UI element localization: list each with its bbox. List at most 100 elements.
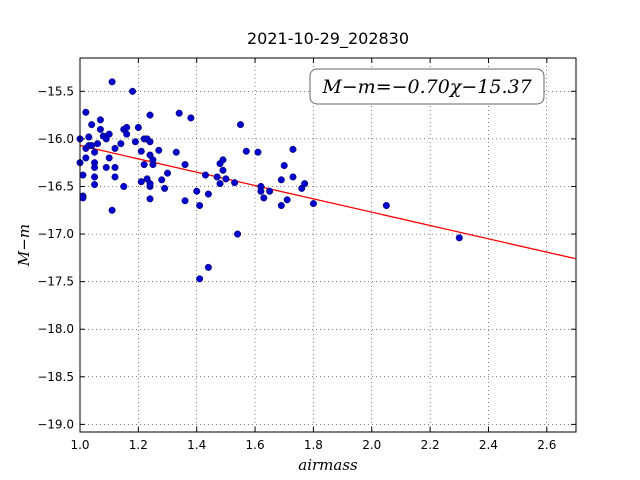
plot-frame [79, 57, 577, 433]
data-point [187, 114, 195, 122]
data-point [85, 133, 93, 141]
data-point [216, 180, 224, 188]
data-point [123, 130, 131, 138]
x-tick-label: 1.8 [304, 438, 323, 452]
data-point [234, 230, 242, 238]
data-point [196, 275, 204, 283]
data-point [82, 108, 90, 116]
data-point [455, 234, 463, 242]
y-tick-label: −19.0 [37, 417, 74, 431]
data-point [219, 156, 227, 164]
y-tick-label: −17.5 [37, 275, 74, 289]
data-point [164, 169, 172, 177]
x-tick-label: 2.4 [479, 438, 498, 452]
data-point [140, 161, 148, 169]
data-point [301, 180, 309, 188]
data-point [260, 194, 268, 202]
data-point [172, 148, 180, 156]
data-point [108, 206, 116, 214]
data-point [117, 140, 125, 148]
data-point [129, 87, 137, 95]
x-axis-label: airmass [298, 456, 358, 474]
data-point [146, 111, 154, 119]
data-point [146, 138, 154, 146]
data-point [181, 197, 189, 205]
data-point [137, 178, 145, 186]
data-point [146, 195, 154, 203]
x-tick-label: 1.6 [246, 438, 265, 452]
data-point [131, 138, 139, 146]
data-point [102, 163, 110, 171]
data-point [96, 116, 104, 124]
data-point [196, 202, 204, 210]
x-tick-label: 1.4 [187, 438, 206, 452]
data-point [82, 154, 90, 162]
data-points [76, 78, 463, 283]
data-point [88, 142, 96, 150]
data-point [289, 173, 297, 181]
data-point [382, 202, 390, 210]
data-point [105, 130, 113, 138]
data-point [108, 78, 116, 86]
data-point [155, 146, 163, 154]
data-point [111, 173, 119, 181]
y-tick-label: −16.0 [37, 132, 74, 146]
x-tick-label: 1.0 [70, 438, 89, 452]
data-point [146, 180, 154, 188]
data-point [79, 194, 87, 202]
data-point [94, 140, 102, 148]
data-point [204, 263, 212, 271]
data-point [201, 171, 209, 179]
data-point [120, 182, 128, 190]
data-point [91, 173, 99, 181]
data-point [204, 190, 212, 198]
y-tick-label: −17.0 [37, 227, 74, 241]
data-point [134, 123, 142, 131]
data-point [257, 187, 265, 195]
data-point [111, 163, 119, 171]
x-tick-label: 2.2 [421, 438, 440, 452]
data-point [219, 166, 227, 174]
data-point [289, 145, 297, 153]
y-axis: −15.5 −16.0 −16.5 −17.0 −17.5 −18.0 −18.5 −19.0 [37, 84, 576, 431]
chart-title: 2021-10-29_202830 [247, 29, 409, 49]
data-point [161, 184, 169, 192]
data-point [231, 179, 239, 187]
data-point [254, 148, 262, 156]
data-point [277, 202, 285, 210]
annotation-box: M−m=−0.70χ−15.37 [309, 68, 545, 105]
y-tick-label: −16.5 [37, 179, 74, 193]
data-point [193, 187, 201, 195]
data-point [88, 121, 96, 129]
data-point [158, 176, 166, 184]
data-point [181, 161, 189, 169]
data-point [91, 181, 99, 189]
data-point [96, 125, 104, 133]
data-point [91, 148, 99, 156]
x-tick-label: 2.6 [537, 438, 556, 452]
fit-line-group [79, 144, 577, 260]
data-point [266, 187, 274, 195]
data-point [283, 196, 291, 204]
fit-equation: M−m=−0.70χ−15.37 [321, 76, 532, 98]
data-point [105, 154, 113, 162]
data-point [123, 123, 131, 131]
x-tick-label: 2.0 [362, 438, 381, 452]
y-tick-label: −18.5 [37, 370, 74, 384]
data-point [149, 156, 157, 164]
data-point [91, 163, 99, 171]
grid-lines [79, 58, 576, 432]
data-point [79, 171, 87, 179]
x-tick-label: 1.2 [129, 438, 148, 452]
data-point [309, 200, 317, 208]
data-point [280, 162, 288, 170]
data-point [222, 175, 230, 183]
data-point [213, 173, 221, 181]
fit-line [79, 144, 577, 260]
data-point [111, 144, 119, 152]
data-point [137, 147, 145, 155]
data-point [175, 109, 183, 117]
y-tick-label: −18.0 [37, 322, 74, 336]
x-axis: 1.0 1.2 1.4 1.6 1.8 2.0 2.2 2.4 2.6 [70, 58, 556, 452]
